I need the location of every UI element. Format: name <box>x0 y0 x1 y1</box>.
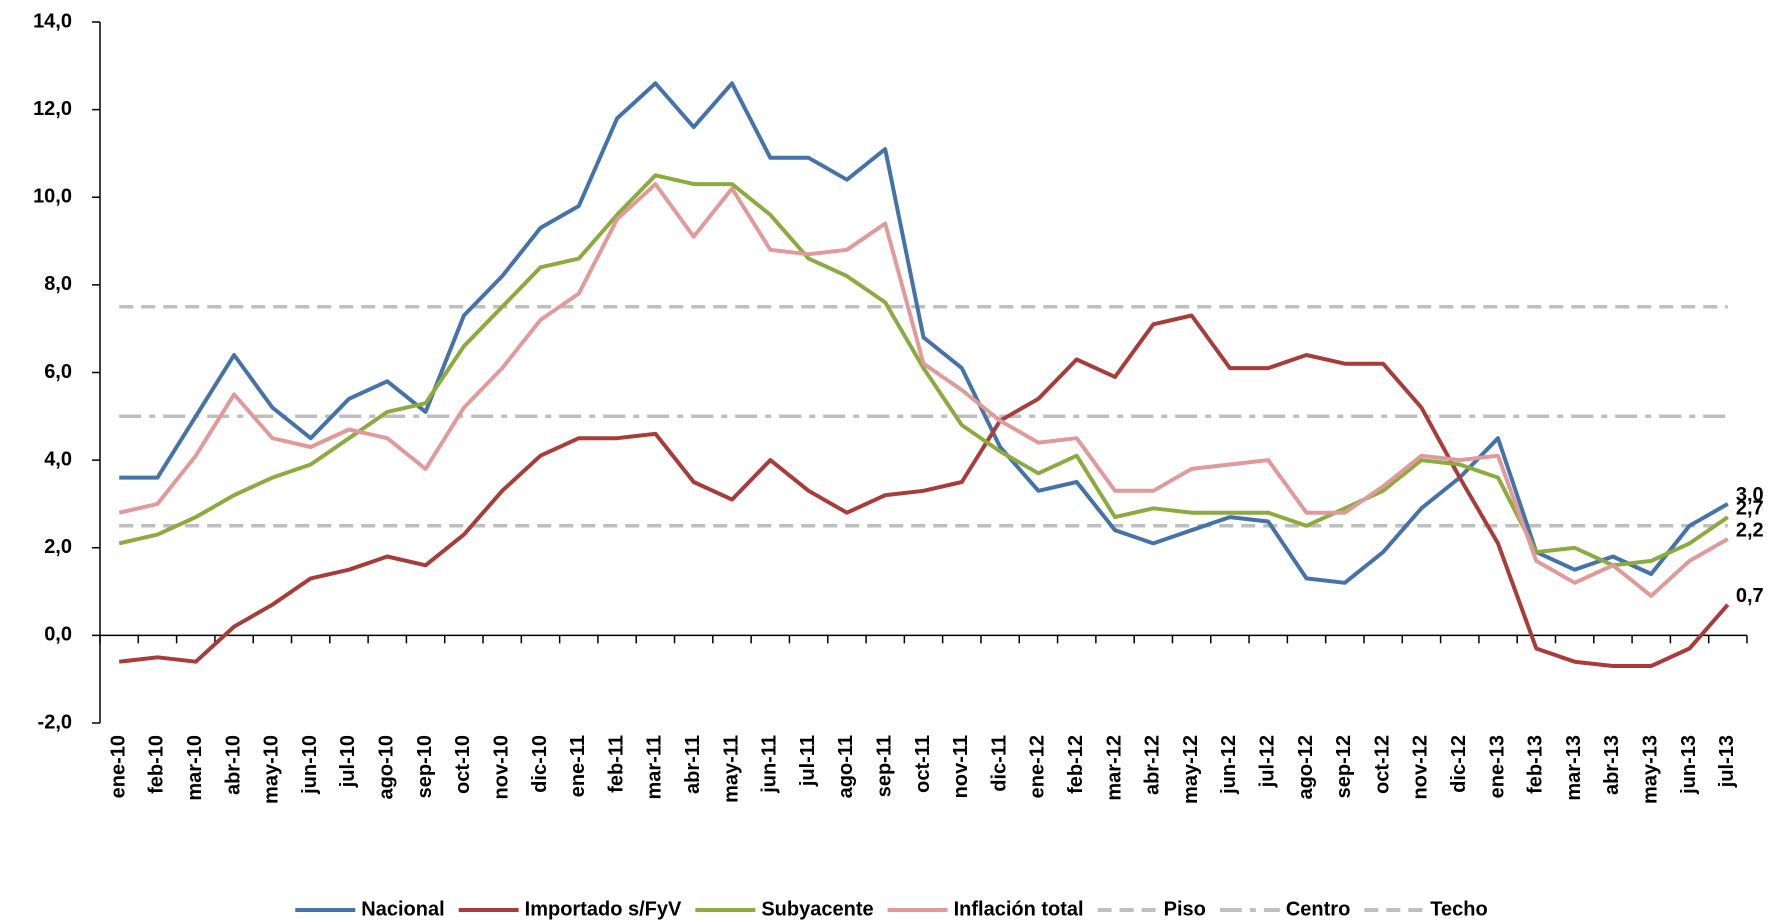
x-tick-label: jul-12 <box>1257 735 1279 788</box>
x-tick-label: nov-10 <box>490 735 512 799</box>
x-tick-label: ene-12 <box>1027 735 1049 798</box>
y-tick-label: 2,0 <box>44 536 72 558</box>
x-tick-label: feb-11 <box>605 735 627 793</box>
x-tick-label: feb-10 <box>146 735 168 794</box>
x-tick-label: oct-12 <box>1371 735 1393 794</box>
x-tick-label: jul-13 <box>1716 735 1738 788</box>
x-tick-label: mar-11 <box>644 735 666 800</box>
y-tick-label: 4,0 <box>44 448 72 470</box>
x-tick-label: ago-12 <box>1295 735 1317 799</box>
x-tick-label: dic-12 <box>1448 735 1470 793</box>
y-tick-label: -2,0 <box>38 711 72 733</box>
x-tick-label: may-11 <box>720 735 742 803</box>
x-tick-label: may-12 <box>1180 735 1202 804</box>
x-tick-label: may-10 <box>261 735 283 804</box>
y-tick-label: 14,0 <box>33 10 72 32</box>
value-label: 2,7 <box>1736 497 1764 519</box>
x-tick-label: jun-11 <box>759 735 781 794</box>
x-tick-label: dic-10 <box>529 735 551 793</box>
x-tick-label: ene-13 <box>1486 735 1508 798</box>
value-label: 0,7 <box>1736 585 1764 607</box>
x-tick-label: feb-13 <box>1525 735 1547 794</box>
x-tick-label: nov-12 <box>1410 735 1432 799</box>
legend-label: Subyacente <box>761 898 873 920</box>
y-tick-label: 12,0 <box>33 98 72 120</box>
x-tick-label: jun-13 <box>1678 735 1700 795</box>
x-tick-label: abr-11 <box>682 735 704 794</box>
x-tick-label: abr-12 <box>1142 735 1164 795</box>
x-tick-label: ago-10 <box>376 735 398 799</box>
x-tick-label: may-13 <box>1640 735 1662 804</box>
legend: Nacional Importado s/FyV Subyacente Inflaci… <box>295 898 1487 920</box>
series-line <box>119 184 1728 596</box>
y-tick-label: 8,0 <box>44 273 72 295</box>
legend-label: Nacional <box>361 898 444 920</box>
x-tick-label: sep-11 <box>873 735 895 797</box>
x-tick-label: nov-11 <box>950 735 972 798</box>
x-tick-label: sep-10 <box>414 735 436 798</box>
x-tick-label: mar-12 <box>1103 735 1125 801</box>
legend-label: Importado s/FyV <box>525 898 682 920</box>
x-tick-label: ago-11 <box>835 735 857 798</box>
legend-label: Techo <box>1430 898 1487 920</box>
x-tick-label: oct-10 <box>452 735 474 794</box>
x-tick-label: jun-12 <box>1218 735 1240 795</box>
y-tick-label: 6,0 <box>44 361 72 383</box>
x-tick-label: mar-13 <box>1563 735 1585 801</box>
chart: -2,0 0,0 2,0 4,0 6,0 8,0 10,0 12,0 14,0 ene-10 feb… <box>0 0 1783 924</box>
x-tick-label: dic-11 <box>988 735 1010 792</box>
x-tick-label: jul-11 <box>797 735 819 787</box>
x-tick-label: feb-12 <box>1065 735 1087 794</box>
x-tick-label: ene-11 <box>567 735 589 797</box>
x-tick-label: jun-10 <box>299 735 321 795</box>
x-tick-label: oct-11 <box>912 735 934 793</box>
series-line <box>119 175 1728 565</box>
value-label: 2,2 <box>1736 519 1764 541</box>
series-line <box>119 83 1728 583</box>
x-tick-label: ene-10 <box>107 735 129 798</box>
x-tick-label: abr-10 <box>222 735 244 795</box>
legend-label: Piso <box>1164 898 1206 920</box>
y-tick-label: 10,0 <box>33 186 72 208</box>
x-tick-label: mar-10 <box>184 735 206 801</box>
y-tick-label: 0,0 <box>44 624 72 646</box>
x-tick-label: jul-10 <box>337 735 359 788</box>
legend-label: Centro <box>1286 898 1350 920</box>
x-tick-label: abr-13 <box>1601 735 1623 795</box>
x-tick-label: sep-12 <box>1333 735 1355 798</box>
legend-label: Inflación total <box>954 898 1084 920</box>
